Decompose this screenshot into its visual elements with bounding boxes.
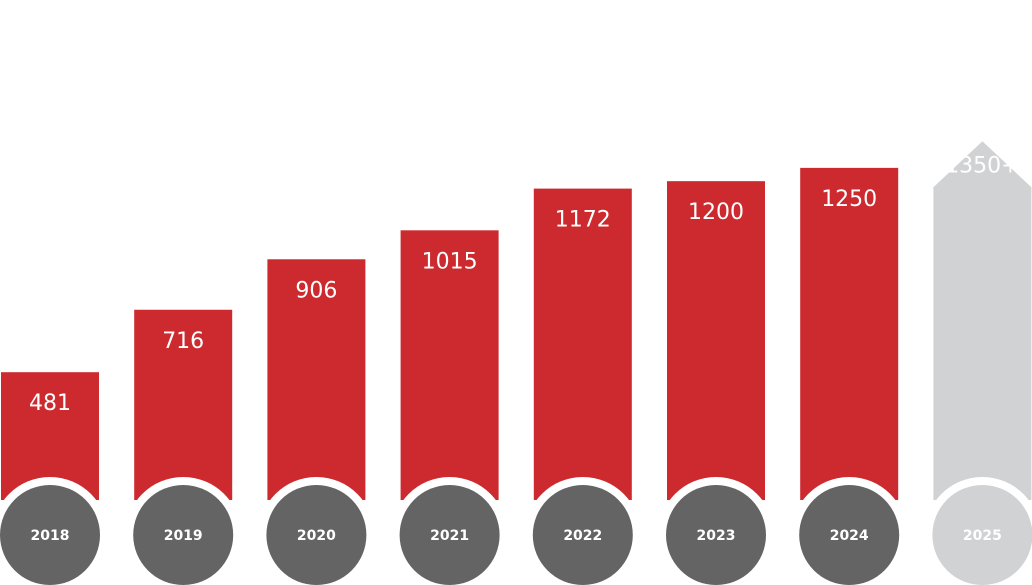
year-circles-layer [0, 477, 1032, 585]
data-label-2023: 1200 [688, 200, 744, 225]
bar-2022 [533, 188, 632, 500]
bar-2025-projected [933, 141, 1032, 500]
year-circle-2020 [266, 485, 367, 585]
labels-layer: 481 2018 716 2019 906 2020 1015 2021 1172 2022 120… [29, 153, 1020, 544]
year-circle-2018 [0, 485, 100, 585]
tick-label-2021: 2021 [430, 528, 469, 544]
year-circle-2023 [666, 485, 766, 585]
year-circle-2025 [932, 485, 1032, 585]
bars-layer [1, 141, 1032, 500]
bar-2019 [134, 309, 233, 500]
bar-2024 [800, 167, 899, 500]
tick-label-2018: 2018 [31, 528, 70, 544]
data-label-2018: 481 [29, 391, 71, 416]
tick-label-2023: 2023 [697, 528, 736, 544]
year-circle-2021 [399, 485, 500, 585]
year-circle-2019 [133, 485, 234, 585]
bar-2023 [667, 181, 765, 500]
data-label-2024: 1250 [821, 187, 877, 212]
tick-label-2019: 2019 [164, 528, 203, 544]
data-label-2019: 716 [162, 329, 204, 354]
data-label-2025: 1350+ [945, 153, 1019, 178]
tick-label-2022: 2022 [563, 528, 602, 544]
year-circle-2024 [799, 485, 900, 585]
year-circle-2022 [532, 485, 633, 585]
data-label-2020: 906 [295, 278, 337, 303]
tick-label-2024: 2024 [830, 528, 869, 544]
data-label-2022: 1172 [555, 208, 611, 233]
bar-2020 [267, 259, 366, 500]
tick-label-2025: 2025 [963, 528, 1002, 544]
bar-2021 [400, 230, 499, 500]
data-label-2021: 1015 [422, 249, 478, 274]
tick-label-2020: 2020 [297, 528, 336, 544]
